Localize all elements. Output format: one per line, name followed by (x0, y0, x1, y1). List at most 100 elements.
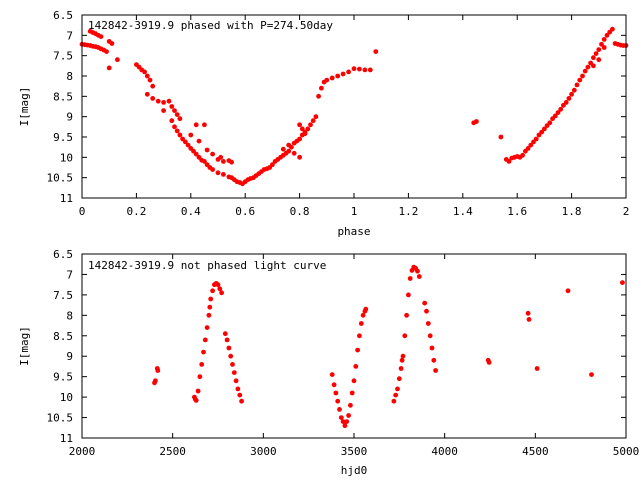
data-point (207, 304, 213, 310)
data-point (286, 148, 292, 154)
data-point (217, 286, 223, 292)
data-point (195, 388, 201, 394)
data-point (486, 360, 492, 365)
data-point (591, 55, 596, 61)
y-tick-label: 7 (66, 268, 73, 281)
data-point (169, 104, 175, 109)
data-point (202, 159, 207, 164)
phased-axis-ticks: 0 0.2 0.4 0.6 0.8 1 1.2 1.4 1.6 1.8 2 6.5 7 7.5 8 8.5 9 9… (47, 9, 630, 218)
data-point (153, 378, 158, 384)
data-point (229, 159, 235, 165)
y-tick-label: 7.5 (53, 50, 73, 63)
data-point (427, 333, 433, 339)
data-point (305, 126, 311, 132)
unphased-axis-ticks: 2000 2500 3000 3500 4000 4500 5000 6.5 7 7.5 8 8.5 9… (47, 248, 640, 458)
data-point (520, 152, 525, 158)
data-point (342, 423, 348, 429)
x-tick-label: 5000 (613, 445, 640, 458)
data-point (286, 142, 292, 148)
data-point (367, 67, 373, 73)
data-point (346, 413, 351, 418)
data-point (215, 170, 221, 176)
data-point (558, 106, 564, 112)
data-point (161, 108, 167, 113)
data-point (340, 419, 346, 424)
data-point (299, 126, 305, 132)
data-point (150, 83, 156, 89)
data-point (297, 154, 302, 160)
data-point (391, 398, 397, 404)
data-point (337, 407, 342, 412)
data-point (210, 288, 216, 294)
data-point (224, 337, 230, 343)
data-point (589, 372, 594, 377)
x-tick-label: 1.8 (562, 205, 582, 218)
data-point (474, 119, 479, 124)
data-point (333, 390, 339, 396)
data-point (313, 114, 319, 120)
y-tick-label: 11 (60, 432, 73, 445)
y-tick-label: 9.5 (53, 371, 73, 384)
data-point (406, 292, 411, 298)
phased-plot-frame (81, 14, 627, 199)
data-point (353, 364, 359, 369)
data-point (219, 290, 225, 296)
data-point (620, 280, 625, 285)
x-tick-label: 1.2 (398, 205, 418, 218)
data-point (580, 73, 585, 79)
data-point (547, 120, 553, 126)
data-point (221, 159, 226, 164)
data-point (569, 91, 574, 97)
data-point (174, 112, 180, 117)
x-tick-label: 1.6 (507, 205, 527, 218)
data-point (563, 100, 569, 105)
data-point (593, 51, 599, 56)
data-point (109, 41, 115, 46)
data-point (335, 398, 341, 404)
y-tick-label: 7 (66, 29, 73, 42)
data-point (373, 49, 379, 54)
data-point (566, 96, 572, 101)
data-point (144, 91, 150, 97)
data-point (210, 151, 216, 157)
phased-chart-title: 142842-3919.9 phased with P=274.50day (88, 19, 333, 32)
data-point (429, 345, 435, 351)
data-point (393, 392, 399, 398)
phased-data-points (79, 26, 629, 187)
data-point (351, 66, 357, 72)
data-point (185, 142, 191, 148)
x-tick-label: 3000 (250, 445, 277, 458)
data-point (329, 372, 335, 377)
data-point (155, 368, 161, 373)
data-point (585, 64, 591, 70)
data-point (596, 47, 602, 52)
y-tick-label: 10 (60, 391, 73, 404)
y-tick-label: 9 (66, 350, 73, 363)
y-tick-label: 8.5 (53, 330, 73, 343)
y-tick-label: 10.5 (47, 412, 74, 425)
data-point (280, 146, 286, 152)
data-point (210, 167, 216, 172)
data-point (340, 71, 346, 77)
phased-light-curve-panel: 0 0.2 0.4 0.6 0.8 1 1.2 1.4 1.6 1.8 2 6.5 7 7.5 8 8.5 9 9… (18, 9, 629, 238)
data-point (308, 122, 313, 128)
data-point (398, 366, 404, 371)
data-point (425, 321, 431, 326)
data-point (574, 82, 580, 88)
data-point (533, 136, 539, 142)
data-point (335, 73, 341, 79)
x-tick-label: 2 (623, 205, 630, 218)
data-point (201, 349, 206, 355)
data-point (399, 357, 405, 363)
data-point (215, 282, 221, 288)
unphased-light-curve-panel: 2000 2500 3000 3500 4000 4500 5000 6.5 7 7.5 8 8.5 9… (18, 248, 639, 477)
data-point (231, 370, 237, 375)
data-point (270, 162, 275, 168)
y-tick-label: 11 (60, 192, 73, 205)
data-point (591, 63, 596, 69)
data-point (344, 419, 350, 424)
data-point (196, 138, 202, 144)
data-point (183, 139, 188, 145)
data-point (193, 122, 199, 128)
